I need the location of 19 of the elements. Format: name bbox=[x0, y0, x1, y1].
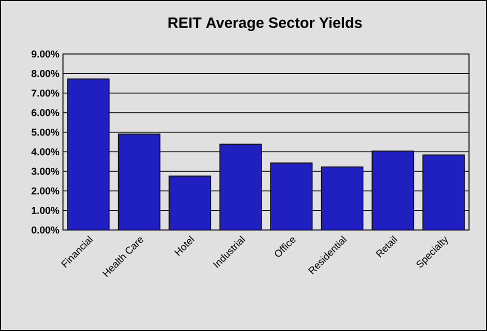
y-tick-label: 9.00% bbox=[32, 50, 60, 58]
y-tick-label: 0.00% bbox=[32, 226, 60, 234]
y-tick-label: 6.00% bbox=[32, 109, 60, 116]
y-tick-label: 1.00% bbox=[32, 206, 60, 214]
bar bbox=[219, 144, 262, 230]
chart-title: REIT Average Sector Yields bbox=[168, 17, 362, 31]
bar bbox=[270, 162, 313, 230]
y-tick-label: 4.00% bbox=[31, 148, 60, 156]
y-tick-label: 5.00% bbox=[32, 128, 60, 136]
y-tick-label: 7.00% bbox=[32, 90, 60, 97]
y-tick-label: 3.00% bbox=[31, 168, 60, 175]
bar bbox=[67, 78, 110, 230]
bar bbox=[118, 134, 160, 230]
y-tick-label: 2.00% bbox=[32, 187, 60, 194]
bar bbox=[372, 150, 414, 230]
y-tick-label: 8.00% bbox=[32, 70, 60, 78]
bar bbox=[320, 166, 364, 230]
bar bbox=[168, 176, 212, 230]
bar bbox=[422, 154, 465, 230]
